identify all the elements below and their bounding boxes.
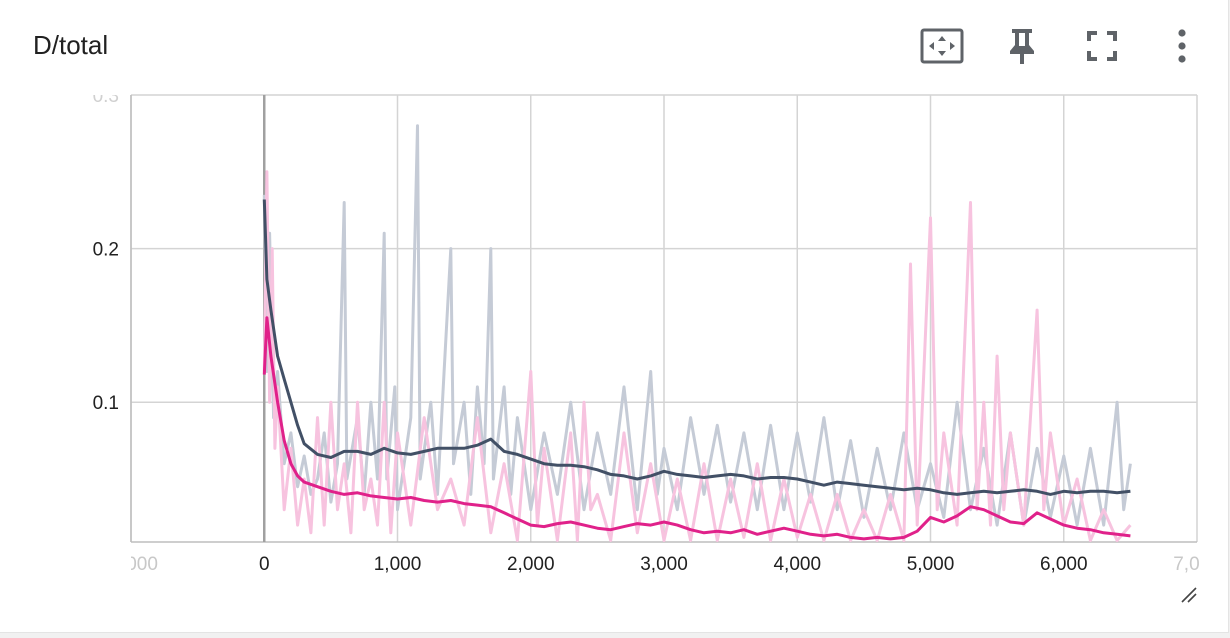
fullscreen-icon	[1087, 31, 1117, 61]
series-0-smoothed-line[interactable]	[262, 199, 1131, 496]
pin-button[interactable]	[1000, 26, 1044, 66]
fit-domain-button[interactable]	[920, 26, 964, 66]
x-tick-label: 4,000	[773, 554, 821, 575]
more-actions-button[interactable]	[1160, 26, 1204, 66]
more-vert-icon	[1178, 29, 1186, 63]
x-tick-label: 6,000	[1040, 554, 1088, 575]
pin-icon	[1010, 29, 1034, 64]
y-tick-label: 0.2	[93, 240, 119, 261]
y-tick-label: 0.1	[93, 393, 119, 414]
card-title: D/total	[33, 30, 109, 60]
y-tick-label: 0.3	[93, 86, 119, 107]
x-tick-label: 7,000	[1173, 554, 1221, 575]
x-tick-label: 0	[259, 554, 270, 575]
fit-domain-icon	[920, 28, 964, 64]
series-1-raw-line	[262, 170, 1132, 542]
x-tick-label: -1,000	[104, 554, 158, 575]
fullscreen-button[interactable]	[1080, 26, 1124, 66]
plot-area	[262, 124, 1132, 542]
series-0-raw-line	[262, 124, 1132, 527]
x-tick-label: 2,000	[507, 554, 555, 575]
x-tick-label: 3,000	[640, 554, 688, 575]
series-1-smoothed-line[interactable]	[262, 316, 1131, 541]
x-tick-label: 5,000	[907, 554, 955, 575]
x-tick-label: 1,000	[374, 554, 422, 575]
resize-handle-icon[interactable]	[1178, 584, 1198, 604]
